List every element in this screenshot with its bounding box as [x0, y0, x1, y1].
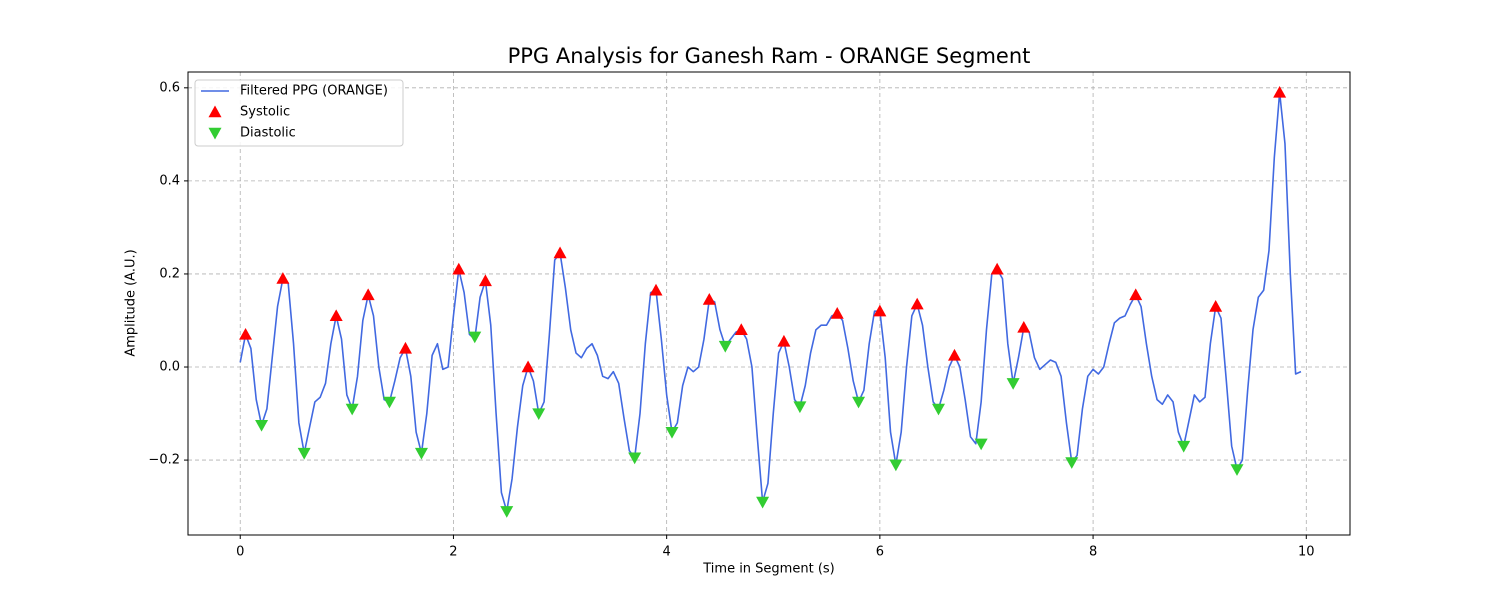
systolic-marker — [521, 360, 535, 373]
systolic-marker — [649, 283, 663, 296]
systolic-marker — [1017, 320, 1031, 333]
diastolic-marker — [255, 419, 269, 432]
chart-title: PPG Analysis for Ganesh Ram - ORANGE Seg… — [508, 44, 1031, 68]
x-tick-label: 4 — [663, 545, 671, 560]
diastolic-marker — [932, 403, 946, 416]
systolic-marker — [1209, 300, 1223, 312]
systolic-marker — [990, 262, 1004, 275]
legend-label: Systolic — [240, 105, 290, 120]
systolic-marker — [1129, 288, 1143, 301]
diastolic-marker — [532, 408, 546, 421]
systolic-marker — [873, 304, 887, 317]
systolic-marker — [777, 334, 791, 347]
systolic-marker — [1273, 85, 1287, 98]
diastolic-marker — [297, 447, 311, 460]
y-tick-label: 0.6 — [159, 80, 180, 95]
legend: Filtered PPG (ORANGE) Systolic Diastolic — [194, 79, 404, 147]
systolic-marker — [734, 323, 748, 335]
diastolic-marker — [500, 506, 514, 518]
diastolic-marker — [468, 331, 482, 344]
systolic-marker — [239, 327, 253, 340]
diastolic-marker — [414, 447, 428, 460]
x-tick-label: 8 — [1089, 545, 1097, 560]
diastolic-marker — [793, 401, 807, 414]
diastolic-marker — [889, 459, 903, 472]
diastolic-marker — [756, 496, 770, 509]
plot-frame — [187, 71, 1351, 536]
systolic-marker — [830, 307, 844, 319]
diastolic-marker — [1230, 464, 1244, 476]
diastolic-marker — [628, 452, 642, 465]
y-tick-label: 0.2 — [159, 266, 180, 281]
systolic-marker — [478, 274, 492, 287]
diastolic-marker — [665, 426, 679, 439]
diastolic-marker — [1065, 457, 1079, 469]
y-tick-label: 0.4 — [159, 173, 180, 188]
x-tick-label: 10 — [1298, 545, 1315, 560]
x-tick-label: 2 — [449, 545, 457, 560]
diastolic-marker — [718, 340, 732, 353]
x-tick-label: 0 — [236, 545, 244, 560]
diastolic-marker — [1006, 378, 1020, 390]
legend-box — [194, 79, 404, 147]
y-tick-label: −0.2 — [148, 453, 180, 468]
systolic-marker — [702, 293, 716, 305]
x-tick-label: 6 — [876, 545, 884, 560]
ppg-line — [239, 91, 1302, 513]
diastolic-marker — [852, 396, 866, 409]
systolic-marker — [947, 348, 961, 361]
diastolic-marker — [345, 403, 359, 416]
diastolic-marker — [1177, 440, 1191, 453]
x-axis-label: Time in Segment (s) — [702, 562, 834, 577]
systolic-marker — [398, 341, 412, 354]
y-axis-label: Amplitude (A.U.) — [124, 249, 139, 356]
y-tick-label: 0.0 — [159, 360, 180, 375]
systolic-marker — [361, 288, 375, 301]
diastolic-marker — [382, 396, 396, 409]
systolic-marker — [452, 262, 466, 275]
systolic-marker — [276, 272, 290, 284]
systolic-marker — [329, 309, 343, 322]
legend-label: Filtered PPG (ORANGE) — [240, 84, 388, 99]
systolic-marker — [553, 246, 567, 259]
legend-label: Diastolic — [240, 126, 296, 141]
legend-marker — [208, 127, 222, 140]
legend-marker — [208, 105, 222, 118]
diastolic-marker — [974, 438, 988, 451]
systolic-marker — [910, 297, 924, 310]
